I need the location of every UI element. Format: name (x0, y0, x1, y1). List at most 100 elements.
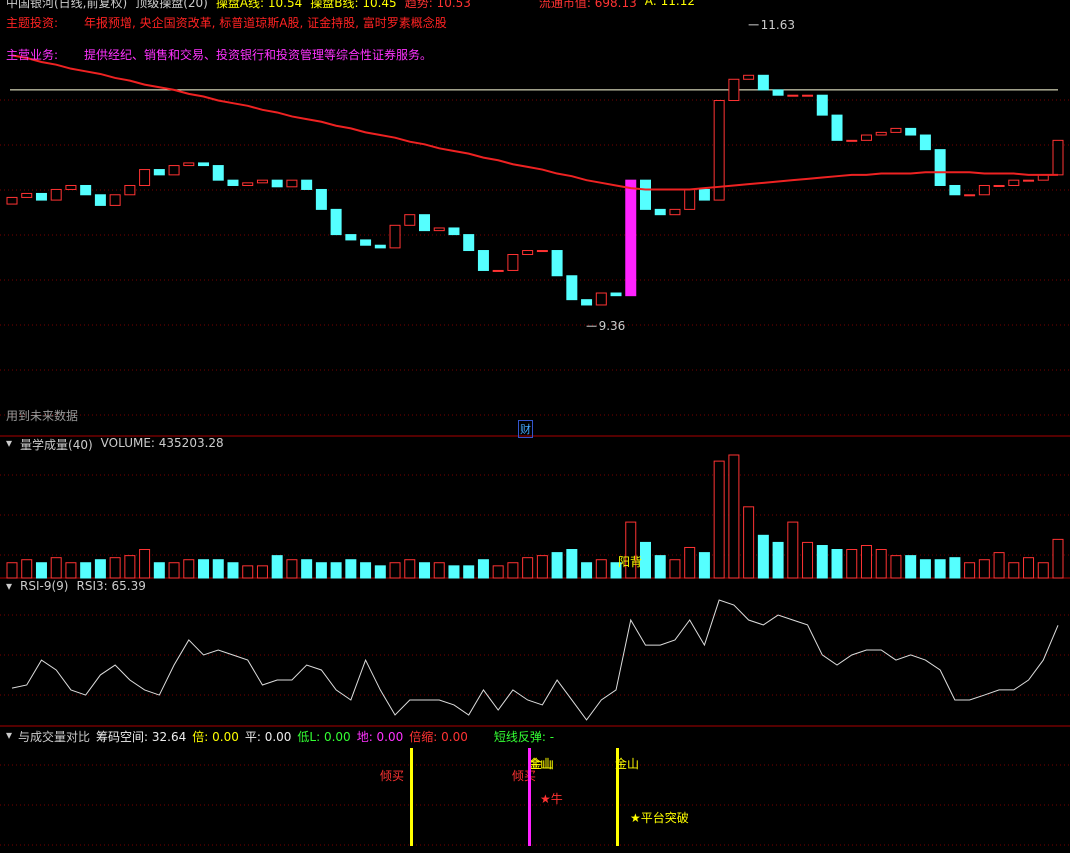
candle (286, 179, 298, 188)
indicator[interactable]: 顶级操盘(20) (135, 0, 208, 10)
volume-bar (1008, 562, 1020, 579)
volume-bar (256, 565, 268, 579)
theme-text: 年报预增, 央企国资改革, 标普道琼斯A股, 证金持股, 富时罗素概念股 (84, 16, 447, 30)
signal: 金山 (528, 756, 552, 771)
candle (109, 194, 121, 206)
trend: 趋势: 10.53 (404, 0, 471, 10)
candle (6, 196, 18, 205)
candle (404, 214, 416, 226)
volume-bar (713, 460, 725, 579)
candle (256, 179, 268, 184)
volume-bar (581, 562, 593, 579)
volume-bar (374, 565, 386, 579)
header: 中国银河(日线,前复权) 顶级操盘(20) 操盘A线: 10.54 操盘B线: … (6, 0, 695, 11)
volume-bar (360, 562, 372, 579)
candle (124, 184, 136, 196)
candle (65, 184, 77, 190)
volume-bar (463, 565, 475, 579)
item: 地: 0.00 (356, 730, 404, 744)
candle (787, 94, 799, 97)
volume-bar (536, 555, 548, 579)
volume-bar (330, 562, 342, 579)
candle (227, 179, 239, 186)
volume-bar (109, 557, 121, 579)
volume-bar (419, 562, 431, 579)
volume-bar (964, 562, 976, 579)
candle (831, 114, 843, 141)
business: 主营业务: 提供经纪、销售和交易、投资银行和投资管理等综合性证券服务。 (6, 46, 432, 63)
candle (360, 239, 372, 246)
candle (639, 179, 651, 210)
candle (389, 224, 401, 249)
candle (610, 292, 622, 297)
candle (448, 227, 460, 236)
signal: 金山 (530, 756, 554, 771)
candle (993, 184, 1005, 187)
price-label: 11.63 (761, 18, 795, 32)
volume-bar (772, 541, 784, 579)
volume-bar (949, 557, 961, 579)
candle (94, 194, 106, 206)
candle (139, 169, 151, 186)
candle (595, 292, 607, 306)
candle (419, 214, 431, 232)
candle (581, 299, 593, 306)
finance-tag[interactable]: 财 (518, 420, 533, 438)
candle (566, 275, 578, 301)
volume-bar (50, 557, 62, 579)
volume-note: 阳背 (618, 555, 642, 569)
volume-bar (433, 562, 445, 579)
theme-label: 主题投资: (6, 16, 59, 30)
candle (905, 127, 917, 136)
candle (522, 250, 534, 256)
future-note: 用到未来数据 (6, 409, 79, 423)
item: 低L: 0.00 (297, 730, 351, 744)
candle (1023, 179, 1035, 182)
volume-bar (787, 521, 799, 579)
volume-bar (934, 559, 946, 579)
rsi-header: ▾ RSI-9(9) RSI3: 65.39 (6, 579, 146, 593)
candle (625, 179, 637, 297)
candle (212, 165, 224, 181)
volume-bar (831, 549, 843, 579)
price-label: 9.36 (599, 319, 626, 333)
candle (846, 139, 858, 142)
volume-bar (198, 559, 210, 579)
volume-bar (183, 559, 195, 579)
volume-bar (124, 555, 136, 579)
market-cap: 流通市值: 698.13 (538, 0, 637, 10)
candle (374, 244, 386, 249)
volume-bar (168, 562, 180, 579)
volume-bar (993, 552, 1005, 579)
volume-bar (860, 545, 872, 579)
line-b: 操盘B线: 10.45 (310, 0, 397, 10)
volume-bar (242, 565, 254, 579)
line-a: 操盘A线: 10.54 (215, 0, 303, 10)
candle (477, 250, 489, 271)
volume-header: ▾ 量学成量(40) VOLUME: 435203.28 (6, 436, 224, 452)
volume-bar (684, 546, 696, 579)
ma-line (11, 54, 1058, 191)
volume-bar (507, 562, 519, 579)
volume-bar (65, 562, 77, 579)
volume-bar (919, 559, 931, 579)
signal: ★平台突破 (630, 810, 689, 825)
theme: 主题投资: 年报预增, 央企国资改革, 标普道琼斯A股, 证金持股, 富时罗素概念… (6, 14, 447, 31)
candle (1008, 179, 1020, 186)
candle (153, 169, 165, 176)
volume-name: 量学成量(40) (20, 438, 93, 452)
business-label: 主营业务: (6, 48, 59, 62)
volume-bar (1052, 538, 1064, 579)
volume-bar (21, 559, 33, 579)
volume-bar (315, 562, 327, 579)
candle (875, 131, 887, 136)
candle (919, 134, 931, 151)
item: 筹码空间: 32.64 (96, 730, 187, 744)
volume-bar (890, 555, 902, 579)
item: 平: 0.00 (244, 730, 292, 744)
volume-bar (743, 506, 755, 579)
rsi-line (11, 599, 1059, 721)
volume-bar (757, 534, 769, 579)
candle (315, 188, 327, 210)
